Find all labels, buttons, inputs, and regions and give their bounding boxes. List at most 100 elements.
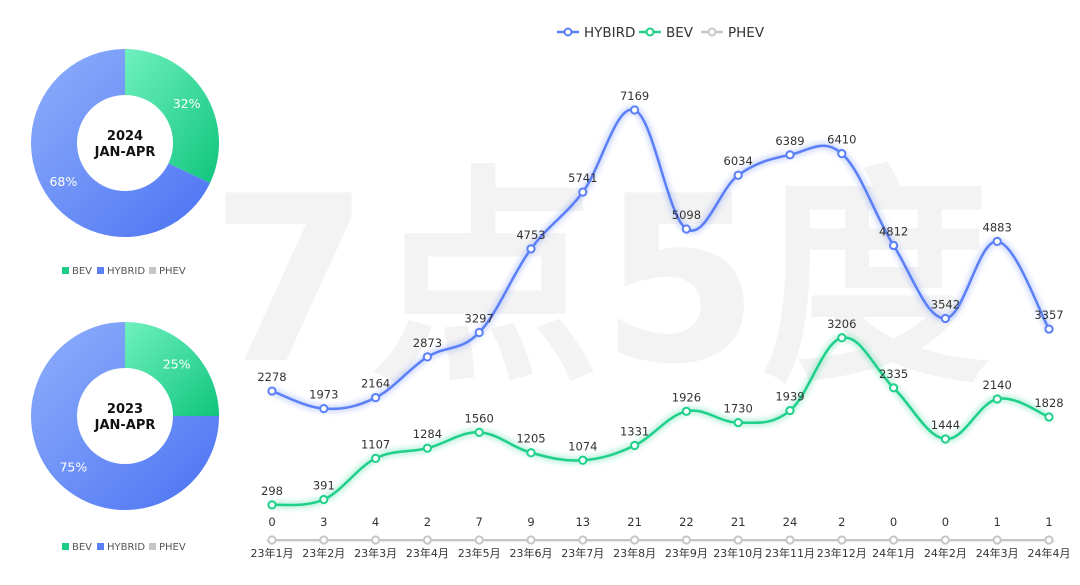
data-label-hybird-10: 6389 [775, 134, 804, 148]
x-tick-label-13: 24年2月 [924, 546, 967, 560]
donut-2024-legend-label-phev: PHEV [159, 266, 186, 277]
x-tick-label-0: 23年1月 [251, 546, 294, 560]
data-label-phev-14: 1 [994, 515, 1001, 529]
data-label-hybird-2: 2164 [361, 377, 390, 391]
donut-2024-legend-label-hybrid: HYBRID [107, 266, 145, 277]
data-label-phev-3: 2 [424, 515, 431, 529]
data-label-phev-7: 21 [627, 515, 642, 529]
series-hybird: 2278 1973 2164 2873 3297 4753 5741 7169 5098 6034… [257, 89, 1064, 414]
x-tick-label-14: 24年3月 [976, 546, 1019, 560]
point-bev-14 [992, 394, 1002, 404]
donut-2023-legend-label-hybrid: HYBRID [107, 542, 145, 553]
data-label-bev-8: 1926 [672, 390, 701, 404]
point-phev-0 [267, 535, 277, 545]
donut-2023-legend-swatch-phev [149, 543, 156, 550]
donut-2023-center-year: 2023 [107, 402, 143, 417]
data-label-bev-12: 2335 [879, 367, 908, 381]
point-phev-6 [578, 535, 588, 545]
point-phev-10 [785, 535, 795, 545]
data-label-bev-3: 1284 [413, 427, 442, 441]
donut-2023-center-period: JAN-APR [94, 418, 156, 433]
legend-marker-phev [707, 27, 717, 37]
point-bev-8 [681, 406, 692, 416]
data-label-bev-14: 2140 [983, 378, 1012, 392]
point-phev-3 [422, 535, 432, 545]
point-bev-7 [630, 440, 640, 451]
donut-2024-slice-bev [125, 49, 219, 184]
donut-2024-label-bev: 32% [173, 96, 201, 111]
data-label-phev-10: 24 [783, 515, 798, 529]
point-phev-12 [889, 535, 899, 545]
donut-2024-legend-swatch-phev [149, 267, 156, 274]
data-label-phev-5: 9 [527, 515, 534, 529]
donut-2024-slice-hybrid [30, 48, 211, 237]
data-label-bev-6: 1074 [568, 439, 597, 453]
data-label-bev-11: 3206 [827, 317, 856, 331]
point-hybird-12 [889, 240, 899, 251]
data-label-phev-2: 4 [372, 515, 379, 529]
data-label-phev-4: 7 [476, 515, 483, 529]
point-hybird-15 [1044, 324, 1054, 334]
donut-2024-center-year: 2024 [107, 129, 143, 144]
donut-2023-slice-hybrid [31, 322, 219, 510]
point-bev-10 [785, 405, 795, 416]
x-tick-label-5: 23年6月 [510, 546, 553, 560]
x-tick-label-1: 23年2月 [302, 546, 345, 560]
point-phev-14 [992, 535, 1002, 545]
x-tick-label-15: 24年4月 [1028, 546, 1071, 560]
series-hybird-line [271, 108, 1051, 411]
point-bev-2 [371, 453, 381, 463]
point-phev-1 [319, 535, 329, 545]
donut-2023-legend: BEV HYBRID PHEV [62, 542, 186, 553]
data-label-bev-0: 298 [261, 484, 283, 498]
point-phev-15 [1044, 535, 1054, 545]
point-bev-4 [474, 427, 484, 437]
point-phev-5 [526, 535, 536, 545]
data-label-bev-5: 1205 [516, 432, 545, 446]
point-bev-3 [422, 443, 432, 453]
data-label-bev-7: 1331 [620, 425, 649, 439]
data-label-hybird-5: 4753 [516, 228, 545, 242]
data-label-phev-15: 1 [1045, 515, 1052, 529]
point-bev-0 [267, 500, 277, 510]
donut-2024-center-period: JAN-APR [94, 145, 156, 160]
legend-item-phev: PHEV [701, 25, 765, 41]
data-label-hybird-14: 4883 [983, 220, 1012, 234]
data-label-phev-11: 2 [838, 515, 845, 529]
point-hybird-11 [837, 149, 847, 159]
data-label-phev-1: 3 [320, 515, 327, 529]
data-label-hybird-8: 5098 [672, 208, 701, 222]
data-label-bev-13: 1444 [931, 418, 960, 432]
data-label-hybird-9: 6034 [724, 154, 753, 168]
point-bev-15 [1044, 412, 1054, 422]
data-label-phev-0: 0 [268, 515, 275, 529]
donut-2024-legend: BEV HYBRID PHEV [62, 266, 186, 277]
x-tick-label-2: 23年3月 [354, 546, 397, 560]
donut-2023-label-hybrid: 75% [59, 460, 87, 475]
data-label-phev-12: 0 [890, 515, 897, 529]
legend-label-phev: PHEV [728, 25, 765, 41]
donut-2023-legend-label-bev: BEV [72, 542, 92, 553]
point-hybird-13 [940, 313, 951, 324]
donut-2023-legend-swatch-bev [62, 543, 69, 550]
point-bev-13 [940, 434, 951, 444]
point-hybird-10 [785, 150, 795, 160]
point-hybird-8 [681, 224, 692, 234]
series-bev-line [271, 336, 1050, 507]
series-bev: 298 391 1107 1284 1560 1205 1074 1331 1926 1730 19… [261, 317, 1064, 510]
donut-2023-legend-swatch-hybrid [97, 543, 104, 550]
data-label-bev-9: 1730 [724, 402, 753, 416]
data-label-hybird-12: 4812 [879, 224, 908, 238]
point-hybird-1 [319, 404, 329, 414]
legend-item-bev: BEV [639, 25, 694, 41]
x-tick-label-12: 24年1月 [872, 546, 915, 560]
x-tick-label-6: 23年7月 [561, 546, 604, 560]
point-phev-11 [837, 535, 847, 545]
data-label-bev-10: 1939 [775, 390, 804, 404]
legend-label-bev: BEV [666, 25, 694, 41]
data-label-hybird-7: 7169 [620, 89, 649, 103]
x-tick-label-7: 23年8月 [613, 546, 656, 560]
